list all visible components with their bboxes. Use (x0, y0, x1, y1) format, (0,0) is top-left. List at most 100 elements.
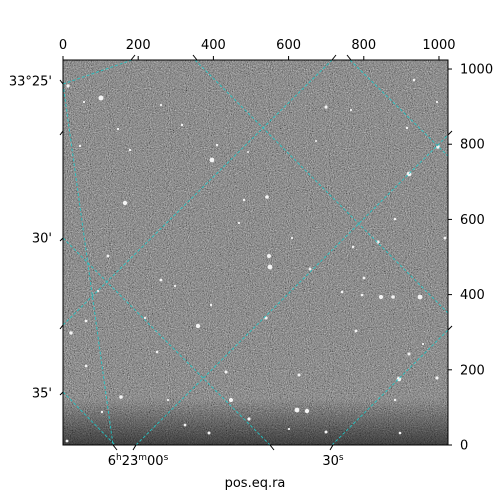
grid-line (331, 329, 448, 445)
wcs-tick (59, 391, 64, 396)
star (393, 398, 397, 402)
wcs-tick (346, 54, 352, 61)
star (224, 370, 228, 374)
star (209, 157, 215, 163)
y-axis-pixel-right: 0 200 400 600 800 1000 (448, 63, 493, 454)
grid-line (135, 134, 448, 445)
sky-image (63, 60, 448, 445)
grid-line (63, 60, 333, 326)
star (209, 303, 213, 307)
x-tick-label: 400 (201, 38, 226, 53)
star (116, 127, 120, 131)
wcs-tick (112, 444, 118, 451)
star (215, 143, 219, 147)
wcs-tick (132, 444, 137, 451)
star (247, 417, 251, 421)
ra-tick-label: 30s (322, 453, 344, 469)
star (173, 284, 177, 288)
star (155, 350, 159, 354)
star (122, 200, 128, 206)
x-tick-label: 600 (276, 38, 301, 53)
x-tick-label: 200 (126, 38, 151, 53)
star (362, 276, 366, 280)
wcs-tick (447, 130, 453, 136)
dec-axis-left: 33°25' 30' 35' (9, 75, 52, 402)
star (265, 195, 269, 199)
dec-tick-label: 35' (32, 387, 52, 402)
wcs-tick (331, 54, 337, 61)
star (417, 294, 423, 300)
star (354, 329, 358, 333)
y-tick-label: 800 (460, 138, 485, 153)
star (207, 431, 211, 435)
ra-axis-bottom: 6h23m00s 30s (108, 453, 344, 469)
star (287, 427, 291, 431)
star (78, 144, 82, 148)
star (308, 267, 312, 271)
star (398, 431, 402, 435)
star (435, 376, 439, 380)
star (100, 410, 104, 414)
wcs-tick (59, 130, 64, 136)
wcs-tick (192, 54, 198, 61)
star (407, 352, 411, 356)
y-tick-label: 0 (460, 439, 468, 454)
star (128, 148, 132, 152)
star (143, 316, 147, 320)
star (393, 217, 397, 221)
y-tick-label: 1000 (460, 63, 493, 78)
star (247, 151, 249, 153)
plot-frame (62, 59, 449, 446)
star (96, 289, 100, 293)
star (304, 408, 310, 414)
star (324, 430, 328, 434)
star (180, 123, 184, 127)
wcs-tick (447, 325, 453, 331)
wcs-tick (59, 324, 64, 330)
wcs-tick (269, 444, 275, 451)
star (267, 254, 271, 258)
star (84, 319, 88, 323)
coordinate-grid (63, 60, 448, 445)
star (159, 103, 163, 107)
grid-line (63, 83, 114, 445)
star (376, 240, 380, 244)
star (412, 78, 416, 82)
star (349, 108, 353, 112)
star (98, 95, 104, 101)
star (106, 254, 110, 258)
star (84, 364, 88, 368)
star (228, 397, 234, 403)
star (69, 331, 73, 335)
star (405, 126, 409, 130)
x-axis-title: pos.eq.ra (225, 476, 286, 491)
star (421, 342, 425, 346)
star (267, 264, 273, 270)
star (82, 100, 86, 104)
star (119, 395, 123, 399)
star (324, 105, 328, 109)
x-tick-label: 1000 (422, 38, 455, 53)
wcs-tick (130, 54, 136, 61)
x-axis-pixel-top: 0 200 400 600 800 1000 (59, 38, 456, 60)
star (391, 295, 395, 299)
dec-tick-label: 30' (32, 232, 52, 247)
wcs-tick (329, 444, 334, 451)
y-tick-label: 600 (460, 213, 485, 228)
star (378, 294, 384, 300)
wcs-tick (59, 237, 64, 242)
star (166, 398, 170, 402)
star (360, 293, 364, 297)
star (65, 439, 69, 443)
grid-line (63, 237, 271, 445)
x-tick-label: 800 (351, 38, 376, 53)
star (340, 290, 344, 294)
star (159, 278, 163, 282)
star (297, 373, 301, 377)
grid-line (349, 60, 448, 157)
star (66, 84, 70, 88)
stars (65, 78, 447, 443)
star (290, 236, 294, 240)
star (242, 198, 246, 202)
